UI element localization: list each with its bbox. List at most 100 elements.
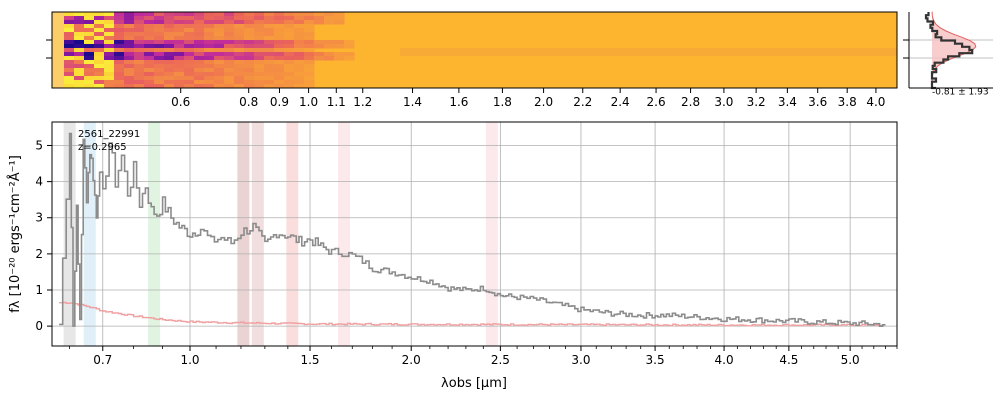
heat-cell (204, 32, 215, 37)
heat-cell (124, 48, 135, 53)
x-tick-label-9: 5.0 (841, 353, 860, 367)
heat-x-tick-label-15: 3.2 (747, 95, 766, 109)
heat-cell (214, 76, 225, 81)
heat-cell (154, 24, 165, 29)
heat-cell (254, 60, 265, 65)
heat-cell (254, 80, 265, 85)
heat-cell (104, 44, 115, 49)
heat-cell (214, 56, 225, 61)
heat-x-tick-label-18: 3.8 (838, 95, 857, 109)
heat-cell (124, 36, 135, 41)
heat-cell (134, 60, 145, 65)
heat-cell (264, 52, 275, 57)
heat-cell (134, 20, 145, 25)
heat-cell (254, 28, 265, 33)
heat-cell (64, 32, 75, 37)
heat-cell (334, 44, 345, 49)
heat-cell (124, 32, 135, 37)
heat-cell (284, 72, 295, 77)
heat-cell (304, 48, 315, 53)
heat-cell (264, 56, 275, 61)
heat-cell (164, 20, 175, 25)
heat-cell (164, 44, 175, 49)
heat-cell (114, 24, 125, 29)
heat-cell (224, 44, 235, 49)
heat-cell (114, 72, 125, 77)
heat-cell (244, 56, 255, 61)
heat-cell (184, 36, 195, 41)
heat-cell (174, 80, 185, 85)
heat-cell (84, 12, 95, 17)
heat-cell (134, 56, 145, 61)
heat-cell (134, 84, 145, 89)
profile-error-fill (932, 12, 976, 88)
heat-x-tick-label-13: 2.8 (681, 95, 700, 109)
heat-cell (94, 28, 105, 33)
heat-cell (134, 24, 145, 29)
heat-cell (144, 40, 155, 45)
heat-cell (164, 84, 175, 89)
heat-cell (304, 68, 315, 73)
heat-cell (324, 40, 335, 45)
heat-cell (194, 32, 205, 37)
heat-cell (84, 56, 95, 61)
heat-cell (104, 16, 115, 21)
heat-cell (64, 36, 75, 41)
heat-cell (64, 84, 75, 89)
heat-cell (134, 16, 145, 21)
heat-cell (234, 60, 245, 65)
heat-cell (104, 76, 115, 81)
y-tick-label-1: 1 (35, 283, 43, 297)
heat-cell (114, 68, 125, 73)
heat-cell (214, 84, 225, 89)
heat-cell (104, 64, 115, 69)
heat-cell (324, 16, 335, 21)
heat-cell (144, 64, 155, 69)
heat-cell (104, 40, 115, 45)
heat-x-tick-label-2: 0.9 (270, 95, 289, 109)
heat-cell (94, 48, 105, 53)
heat-cell (254, 56, 265, 61)
heat-cell (164, 28, 175, 33)
heat-cell (314, 12, 325, 17)
heat-cell (224, 40, 235, 45)
heat-cell (94, 32, 105, 37)
heat-cell (104, 68, 115, 73)
heat-cell (244, 32, 255, 37)
heat-cell (124, 84, 135, 89)
heat-cell (64, 60, 75, 65)
heat-cell (94, 80, 105, 85)
heat-cell (294, 12, 305, 17)
heat-cell (144, 20, 155, 25)
heat-cell (244, 76, 255, 81)
heat-cell (94, 40, 105, 45)
heat-cell (274, 72, 285, 77)
heat-cell (294, 68, 305, 73)
heat-cell (74, 60, 85, 65)
heat-edge (52, 12, 64, 88)
heat-cell (294, 40, 305, 45)
y-tick-label-0: 0 (35, 319, 43, 333)
heat-cell (64, 76, 75, 81)
heat-cell (274, 76, 285, 81)
heat-cell (184, 60, 195, 65)
heat-cell (234, 28, 245, 33)
x-tick-label-6: 3.5 (646, 353, 665, 367)
heat-cell (194, 64, 205, 69)
heat-cell (274, 12, 285, 17)
heat-cell (284, 32, 295, 37)
heat-cell (164, 40, 175, 45)
heat-cell (94, 76, 105, 81)
heat-cell (194, 72, 205, 77)
heat-cell (154, 84, 165, 89)
heat-cell (264, 44, 275, 49)
heat-cell (154, 16, 165, 21)
heat-cell (294, 48, 305, 53)
heat-cell (64, 72, 75, 77)
heat-cell (304, 12, 315, 17)
heat-cell (64, 20, 75, 25)
line-band-4 (251, 122, 264, 346)
heat-cell (94, 44, 105, 49)
heat-cell (284, 24, 295, 29)
heat-cell (144, 28, 155, 33)
